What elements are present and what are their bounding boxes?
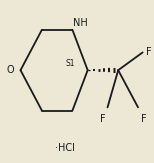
Text: F: F (100, 114, 106, 124)
Text: F: F (141, 114, 147, 124)
Text: F: F (146, 47, 151, 57)
Text: NH: NH (73, 18, 87, 28)
Text: O: O (7, 65, 14, 75)
Text: S1: S1 (66, 59, 75, 68)
Text: ·HCl: ·HCl (55, 143, 75, 153)
